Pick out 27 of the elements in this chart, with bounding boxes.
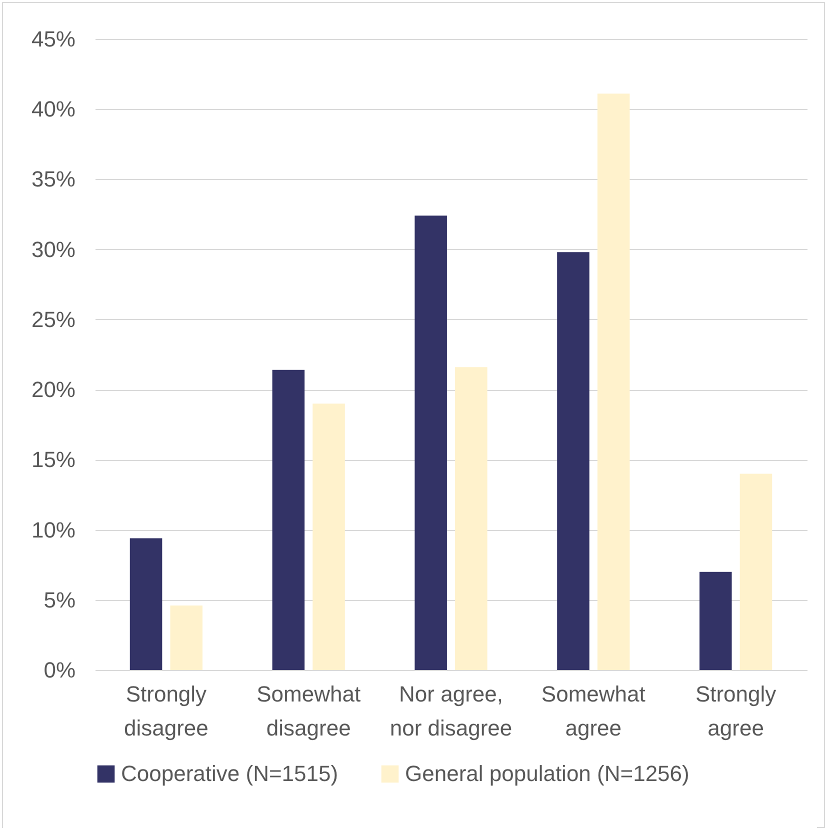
bar bbox=[414, 216, 447, 670]
y-tick-label: 20% bbox=[31, 377, 76, 402]
y-tick-label: 40% bbox=[31, 96, 76, 122]
bar bbox=[597, 94, 630, 670]
y-tick-label: 0% bbox=[44, 658, 76, 682]
legend-label: General population (N=1256) bbox=[405, 761, 690, 786]
bar bbox=[740, 474, 772, 670]
bar bbox=[170, 606, 203, 670]
bar bbox=[699, 572, 732, 670]
bar bbox=[312, 404, 345, 670]
x-tick-label: Nor agree, nor disagree bbox=[390, 682, 512, 740]
bar bbox=[272, 370, 305, 670]
y-tick-label: 25% bbox=[31, 306, 76, 332]
x-tick-label: Strongly disagree bbox=[124, 682, 208, 740]
legend-label: Cooperative (N=1515) bbox=[121, 761, 338, 786]
y-tick-label: 5% bbox=[44, 587, 76, 612]
x-tick-label: Somewhat agree bbox=[541, 682, 646, 740]
x-tick-label: Strongly agree bbox=[695, 682, 776, 740]
y-tick-label: 10% bbox=[31, 517, 76, 542]
x-tick-label: Somewhat disagree bbox=[256, 682, 361, 740]
y-tick-label: 35% bbox=[31, 166, 76, 192]
y-tick-label: 15% bbox=[31, 447, 76, 472]
y-tick-label: 45% bbox=[31, 26, 76, 52]
bar bbox=[455, 367, 488, 670]
bar bbox=[130, 538, 162, 670]
y-tick-label: 30% bbox=[31, 236, 76, 262]
bar bbox=[557, 252, 590, 670]
